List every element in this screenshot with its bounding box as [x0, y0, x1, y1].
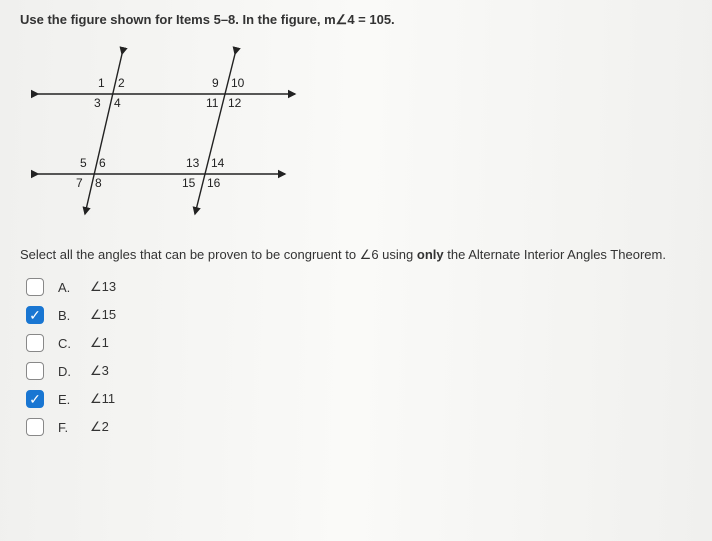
option-label: ∠11	[90, 391, 115, 407]
checkbox-c[interactable]	[26, 334, 44, 352]
angle-label-14: 14	[211, 156, 224, 170]
angle-label-12: 12	[228, 96, 241, 110]
option-letter: A.	[58, 280, 76, 295]
option-letter: B.	[58, 308, 76, 323]
option-c[interactable]: C. ∠1	[26, 334, 692, 352]
angle-label-1: 1	[98, 76, 105, 90]
checkbox-b[interactable]: ✓	[26, 306, 44, 324]
option-letter: E.	[58, 392, 76, 407]
angle-label-6: 6	[99, 156, 106, 170]
checkbox-f[interactable]	[26, 418, 44, 436]
option-b[interactable]: ✓ B. ∠15	[26, 306, 692, 324]
checkbox-d[interactable]	[26, 362, 44, 380]
angle-label-2: 2	[118, 76, 125, 90]
page-root: Use the figure shown for Items 5–8. In t…	[0, 0, 712, 541]
question-text: Select all the angles that can be proven…	[20, 246, 692, 264]
instructions-text: Use the figure shown for Items 5–8. In t…	[20, 12, 692, 28]
option-label: ∠15	[90, 307, 116, 323]
checkbox-a[interactable]	[26, 278, 44, 296]
option-e[interactable]: ✓ E. ∠11	[26, 390, 692, 408]
angle-label-8: 8	[95, 176, 102, 190]
option-f[interactable]: F. ∠2	[26, 418, 692, 436]
geometry-figure: 1 2 3 4 9 10 11 12 5 6 7 8 13 14 15 16	[30, 46, 310, 226]
options-list: A. ∠13 ✓ B. ∠15 C. ∠1 D. ∠3 ✓ E. ∠11 F. …	[26, 278, 692, 436]
angle-label-15: 15	[182, 176, 195, 190]
option-label: ∠2	[90, 419, 109, 435]
option-label: ∠13	[90, 279, 116, 295]
option-letter: F.	[58, 420, 76, 435]
option-a[interactable]: A. ∠13	[26, 278, 692, 296]
option-label: ∠3	[90, 363, 109, 379]
angle-label-16: 16	[207, 176, 220, 190]
option-letter: D.	[58, 364, 76, 379]
angle-label-10: 10	[231, 76, 244, 90]
option-letter: C.	[58, 336, 76, 351]
angle-label-7: 7	[76, 176, 83, 190]
angle-label-11: 11	[206, 96, 218, 110]
option-d[interactable]: D. ∠3	[26, 362, 692, 380]
option-label: ∠1	[90, 335, 109, 351]
angle-label-4: 4	[114, 96, 121, 110]
angle-label-13: 13	[186, 156, 199, 170]
angle-label-5: 5	[80, 156, 87, 170]
checkbox-e[interactable]: ✓	[26, 390, 44, 408]
angle-label-9: 9	[212, 76, 219, 90]
angle-label-3: 3	[94, 96, 101, 110]
